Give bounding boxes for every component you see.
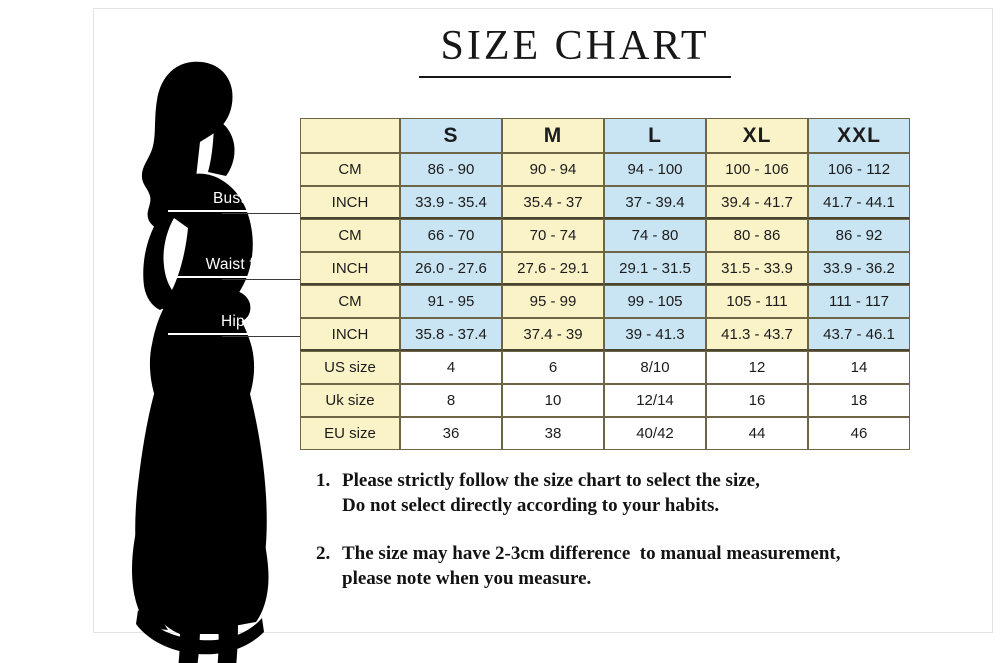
row-label-cell: Uk size [300,384,400,417]
hip-leader-line [222,336,300,337]
table-cell: 33.9 - 35.4 [400,186,502,219]
table-cell: 18 [808,384,910,417]
table-cell: 4 [400,351,502,384]
table-cell: 12 [706,351,808,384]
table-cell: 8/10 [604,351,706,384]
table-cell: 37.4 - 39 [502,318,604,351]
table-cell: 33.9 - 36.2 [808,252,910,285]
table-cell: 80 - 86 [706,219,808,252]
table-cell: 14 [808,351,910,384]
table-header-row: S M L XL XXL [300,118,910,153]
table-row: INCH 26.0 - 27.6 27.6 - 29.1 29.1 - 31.5 31.… [300,252,910,285]
table-cell: 91 - 95 [400,285,502,318]
table-cell: 39.4 - 41.7 [706,186,808,219]
hip-fit-underline [168,333,264,335]
table-cell: 38 [502,417,604,450]
bust-fit-underline [168,210,264,212]
header-corner-cell [300,118,400,153]
note-line: please note when you measure. [342,567,592,589]
note-text: The size may have 2-3cm difference to ma… [342,541,840,592]
note-line: Do not select directly according to your… [342,495,720,517]
table-cell: 106 - 112 [808,153,910,186]
table-cell: 39 - 41.3 [604,318,706,351]
column-header-s: S [400,118,502,153]
table-cell: 31.5 - 33.9 [706,252,808,285]
table-row: INCH 35.8 - 37.4 37.4 - 39 39 - 41.3 41.3 - … [300,318,910,351]
note-number: 1. [316,470,331,491]
title-underline [419,76,731,79]
table-cell: 43.7 - 46.1 [808,318,910,351]
table-cell: 70 - 74 [502,219,604,252]
notes-section: 1. Please strictly follow the size chart … [316,468,986,613]
note-item: 2. The size may have 2-3cm difference to … [316,541,986,592]
table-cell: 105 - 111 [706,285,808,318]
table-cell: 74 - 80 [604,219,706,252]
row-label-cell: CM [300,153,400,186]
table-cell: 44 [706,417,808,450]
table-cell: 86 - 92 [808,219,910,252]
column-header-l: L [604,118,706,153]
table-cell: 37 - 39.4 [604,186,706,219]
table-cell: 16 [706,384,808,417]
note-line: Please strictly follow the size chart to… [342,470,760,491]
table-row: CM 86 - 90 90 - 94 94 - 100 100 - 106 106 - 1… [300,153,910,186]
table-cell: 99 - 105 [604,285,706,318]
table-row: INCH 33.9 - 35.4 35.4 - 37 37 - 39.4 39.4 - … [300,186,910,219]
column-header-xl: XL [706,118,808,153]
waist-fit-label: Waist fit [168,256,264,278]
row-label-cell: INCH [300,186,400,219]
page-title-block: SIZE CHART [400,23,750,79]
table-cell: 29.1 - 31.5 [604,252,706,285]
table-cell: 26.0 - 27.6 [400,252,502,285]
table-row: Uk size 8 10 12/14 16 18 [300,384,910,417]
table-cell: 40/42 [604,417,706,450]
waist-fit-underline [168,276,264,278]
table-row: EU size 36 38 40/42 44 46 [300,417,910,450]
row-label-cell: INCH [300,252,400,285]
table-cell: 100 - 106 [706,153,808,186]
note-item: 1. Please strictly follow the size chart … [316,468,986,519]
note-line: The size may have 2-3cm difference to ma… [342,542,841,564]
table-cell: 35.8 - 37.4 [400,318,502,351]
waist-leader-line [222,279,300,280]
note-text: Please strictly follow the size chart to… [342,468,760,519]
table-row: US size 4 6 8/10 12 14 [300,351,910,384]
table-cell: 12/14 [604,384,706,417]
bust-leader-line [222,213,300,214]
row-label-cell: CM [300,285,400,318]
note-number: 2. [316,542,331,564]
table-cell: 95 - 99 [502,285,604,318]
table-cell: 35.4 - 37 [502,186,604,219]
table-cell: 86 - 90 [400,153,502,186]
table-row: CM 66 - 70 70 - 74 74 - 80 80 - 86 86 - 92 [300,219,910,252]
column-header-xxl: XXL [808,118,910,153]
hip-fit-label: Hip fit [168,313,264,335]
table-cell: 27.6 - 29.1 [502,252,604,285]
table-cell: 6 [502,351,604,384]
table-cell: 90 - 94 [502,153,604,186]
row-label-cell: INCH [300,318,400,351]
table-cell: 8 [400,384,502,417]
column-header-m: M [502,118,604,153]
table-cell: 111 - 117 [808,285,910,318]
table-cell: 94 - 100 [604,153,706,186]
table-cell: 36 [400,417,502,450]
page-title: SIZE CHART [440,23,710,69]
table-cell: 41.7 - 44.1 [808,186,910,219]
bust-fit-label: Bust fit [168,190,264,212]
table-cell: 66 - 70 [400,219,502,252]
table-row: CM 91 - 95 95 - 99 99 - 105 105 - 111 111 - 1… [300,285,910,318]
row-label-cell: US size [300,351,400,384]
row-label-cell: EU size [300,417,400,450]
table-cell: 41.3 - 43.7 [706,318,808,351]
table-cell: 10 [502,384,604,417]
size-chart-table: S M L XL XXL CM 86 - 90 90 - 94 94 - 100 100 - 10… [300,118,910,450]
table-cell: 46 [808,417,910,450]
size-chart-body: S M L XL XXL CM 86 - 90 90 - 94 94 - 100 100 - 10… [300,118,910,450]
row-label-cell: CM [300,219,400,252]
